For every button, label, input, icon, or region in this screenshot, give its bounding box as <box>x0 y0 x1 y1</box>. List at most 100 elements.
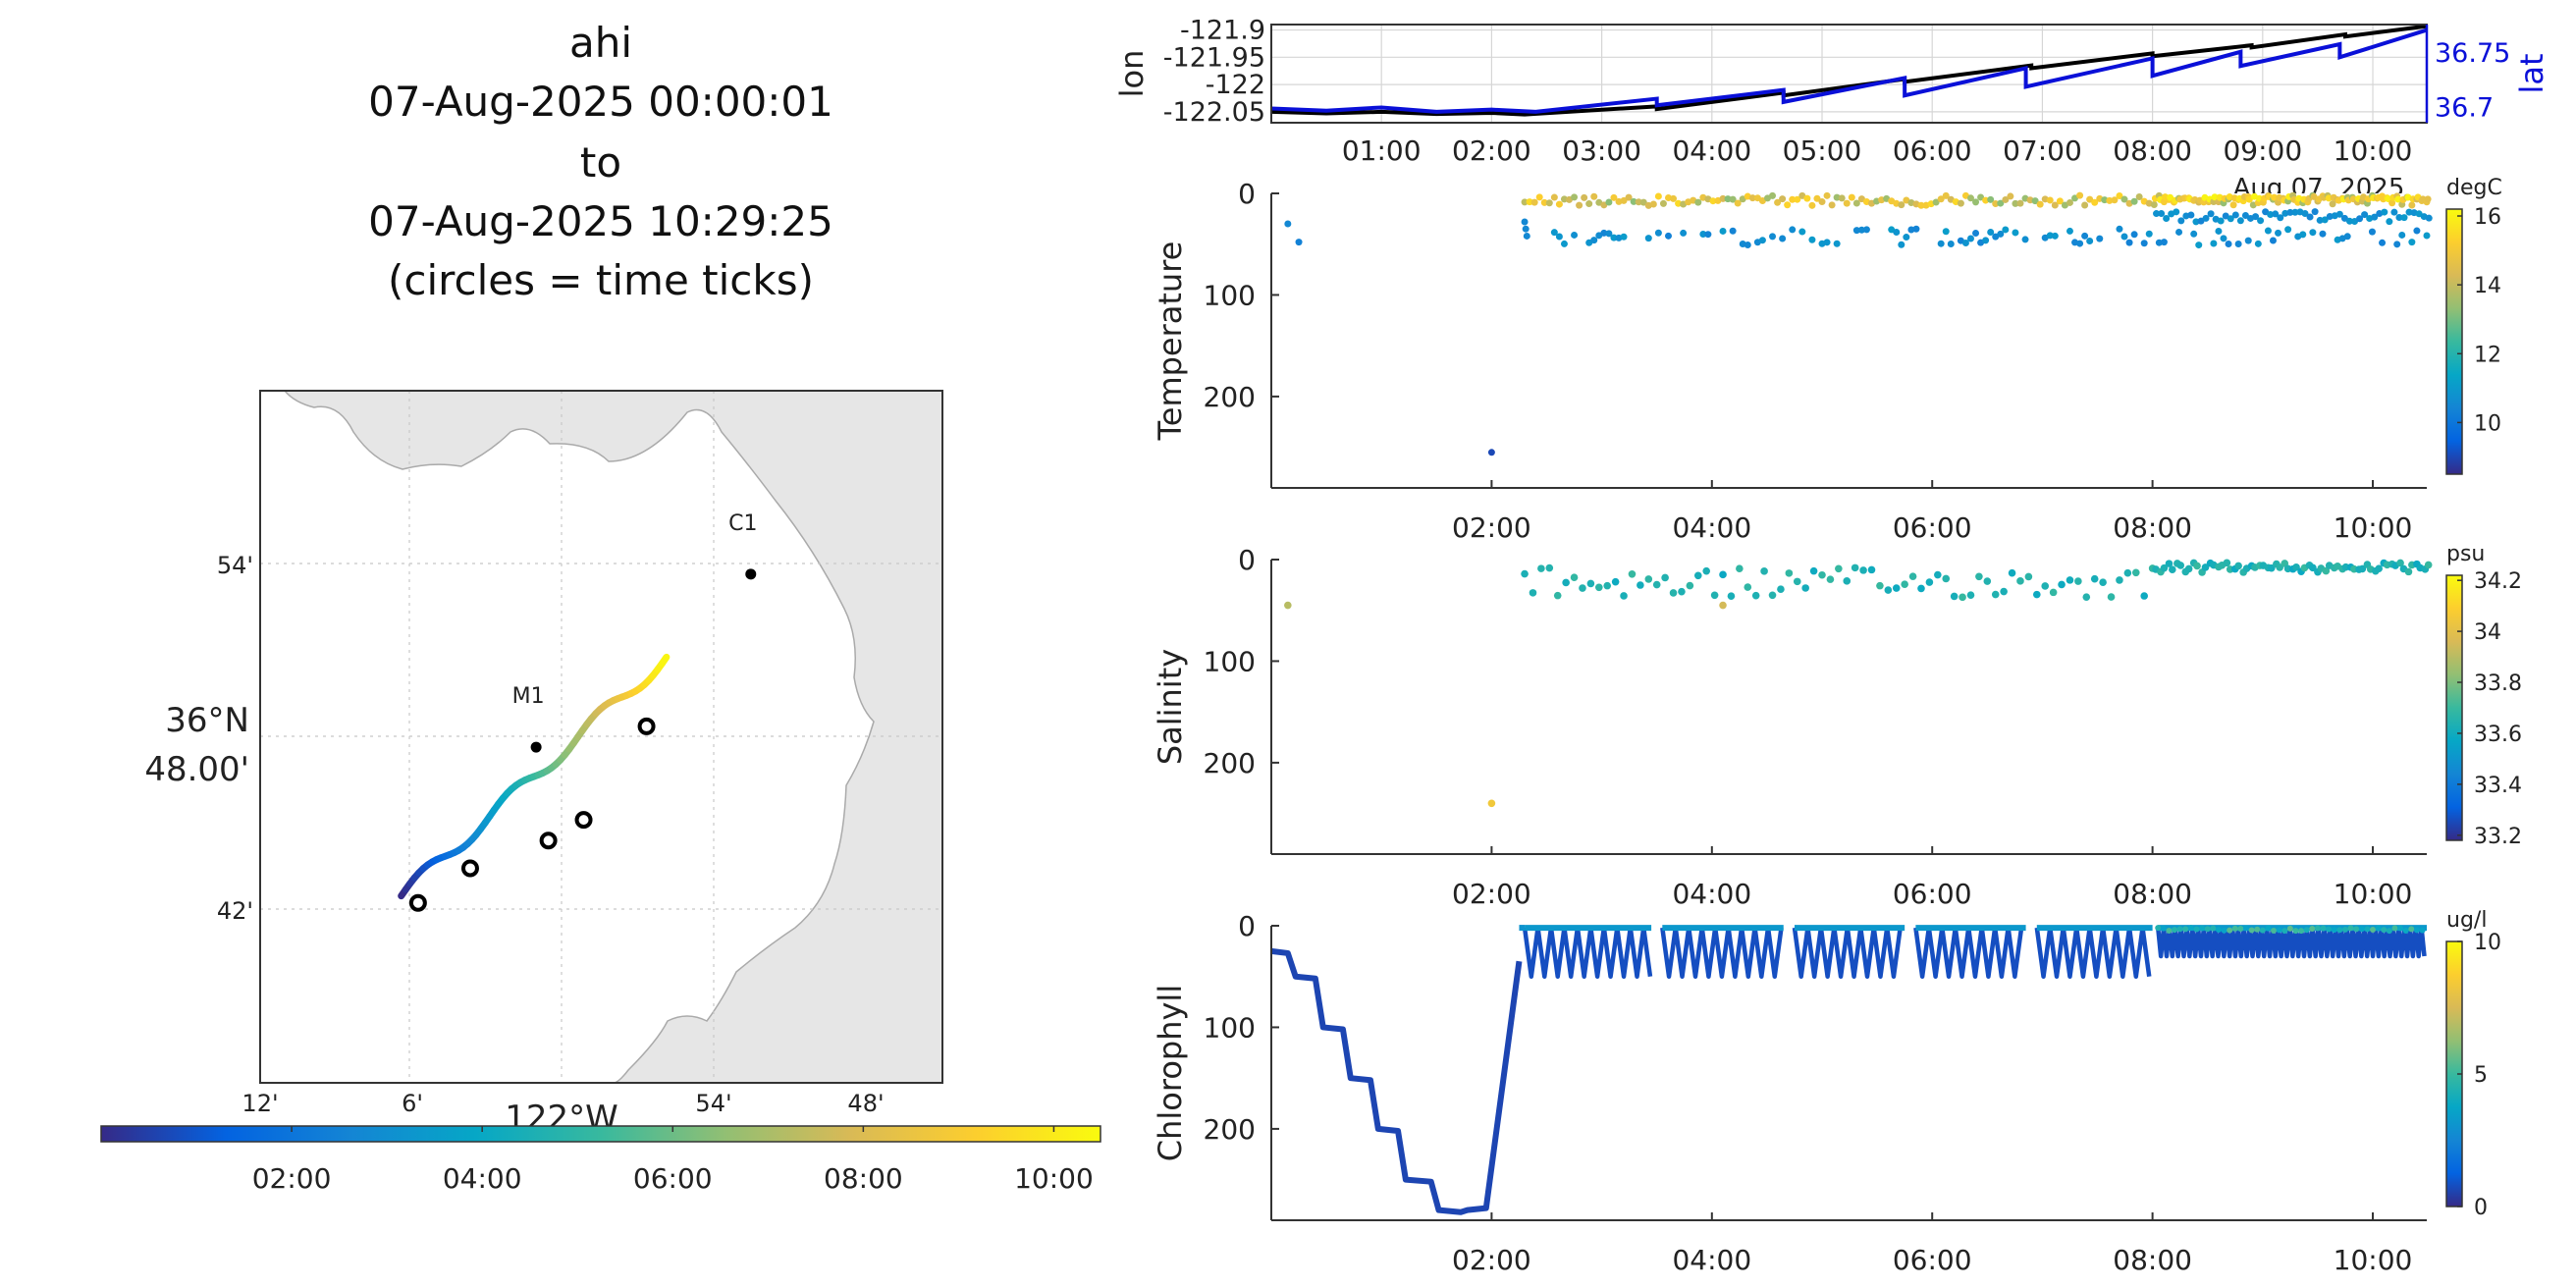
temperature-point <box>2408 201 2416 209</box>
chlorophyll-surface-point <box>2402 928 2409 935</box>
temperature-point <box>2106 196 2114 204</box>
chlorophyll-surface-point <box>2331 927 2337 934</box>
temperature-point <box>1620 196 1628 204</box>
salinity-point <box>1284 601 1292 610</box>
temperature-point <box>1843 199 1851 207</box>
station-c1-label: C1 <box>728 511 757 536</box>
temperature-point <box>2329 200 2336 208</box>
temperature-point <box>2319 230 2327 238</box>
temperature-point <box>2211 193 2219 201</box>
temperature-x-tick-label: 08:00 <box>2113 511 2192 544</box>
time-tick-circle-4 <box>574 811 593 830</box>
chlorophyll-surface-point <box>2172 927 2178 934</box>
temperature-point <box>1833 240 1841 247</box>
temperature-point <box>2086 195 2094 203</box>
salinity-point <box>2066 576 2074 584</box>
temperature-point <box>1987 229 1995 237</box>
temperature-point <box>1555 200 1563 208</box>
temperature-point <box>1937 195 1945 203</box>
temperature-point <box>1769 191 1777 199</box>
salinity-point <box>1736 564 1744 572</box>
chlorophyll-surface-point <box>2221 927 2227 934</box>
temperature-point <box>1521 198 1529 206</box>
chlorophyll-surface-point <box>2281 928 2288 935</box>
salinity-point <box>2024 572 2033 581</box>
salinity-y-tick-label: 200 <box>1204 747 1256 779</box>
temperature-point <box>1639 198 1647 206</box>
salinity-point <box>1529 589 1537 597</box>
chlorophyll-surface-point <box>2242 925 2249 932</box>
map-lat-tick-54: 54' <box>217 552 253 579</box>
chlorophyll-surface-point <box>2292 928 2299 935</box>
salinity-point <box>2169 565 2176 573</box>
temperature-point <box>1600 229 1608 237</box>
temperature-point <box>1972 198 1980 206</box>
temperature-point <box>2012 229 2019 237</box>
temperature-point <box>1748 194 1756 202</box>
salinity-point <box>2165 560 2174 567</box>
track-map: 54' 36°N 48.00' 42' 12' 6' 122°W 54' 48'… <box>144 390 943 1138</box>
salinity-point <box>1553 591 1562 600</box>
salinity-point <box>2281 560 2289 567</box>
chlorophyll-surface-point <box>2231 925 2238 932</box>
temperature-point <box>2175 228 2183 236</box>
temperature-point <box>1555 233 1563 241</box>
temperature-point <box>2096 235 2104 242</box>
salinity-point <box>2033 590 2041 599</box>
salinity-point <box>1851 564 1859 572</box>
salinity-colorbar-tick-label: 33.8 <box>2474 671 2522 696</box>
position-panel: -121.9-121.95-122-122.05 36.75 36.7 01:00 02… <box>1113 16 2550 203</box>
chlorophyll-yoyo-segment <box>1660 925 1784 979</box>
salinity-point <box>1785 569 1794 577</box>
salinity-point <box>2358 564 2367 573</box>
salinity-point <box>1702 566 1710 575</box>
temperature-point <box>2234 240 2242 247</box>
salinity-point <box>1925 578 1934 586</box>
salinity-point <box>1628 569 1637 578</box>
chlorophyll-surface-point <box>2408 926 2415 933</box>
temperature-point <box>1545 199 1553 207</box>
salinity-point <box>2074 577 2082 585</box>
salinity-point <box>2322 566 2331 575</box>
temperature-point <box>2173 208 2180 216</box>
salinity-point <box>1983 577 1992 585</box>
salinity-point <box>1637 581 1644 589</box>
chlorophyll-surface-point <box>2358 926 2365 933</box>
temperature-point <box>2225 241 2232 248</box>
salinity-point <box>1793 577 1801 586</box>
temperature-point <box>2012 199 2019 207</box>
temperature-point <box>1784 201 1792 209</box>
temperature-point <box>2269 237 2277 244</box>
temperature-point <box>1972 230 1980 238</box>
chlorophyll-x-tick-label: 04:00 <box>1672 1244 1751 1276</box>
temperature-point <box>1630 197 1637 205</box>
temperature-point <box>2381 208 2388 216</box>
temperature-point <box>2210 240 2218 247</box>
salinity-colorbar <box>2445 574 2463 841</box>
chlorophyll-surface-point <box>2160 925 2167 932</box>
temperature-point <box>2036 200 2044 208</box>
salinity-point <box>1835 564 1843 573</box>
temperature-point <box>2424 195 2432 203</box>
temperature-point <box>1729 227 1737 235</box>
position-x-tick-label: 01:00 <box>1342 134 1422 167</box>
temperature-point <box>2252 213 2260 221</box>
salinity-panel: 0 100 200 02:00 04:00 06:00 08:00 10:00 Salinity… <box>1152 542 2522 910</box>
chlorophyll-surface-point <box>2271 927 2278 934</box>
time-colorbar-label-1000: 10:00 <box>1014 1162 1094 1195</box>
temperature-point <box>1838 194 1846 202</box>
temperature-point <box>2309 229 2317 237</box>
salinity-point <box>2184 564 2193 573</box>
temperature-point <box>2120 233 2128 241</box>
salinity-point <box>1826 575 1835 583</box>
salinity-point <box>1859 566 1867 574</box>
salinity-point <box>1693 571 1702 580</box>
chlorophyll-surface-point <box>2353 926 2360 933</box>
chlorophyll-surface-point <box>2386 928 2392 935</box>
salinity-point <box>1652 580 1661 589</box>
map-lon-tick-48: 48' <box>847 1090 884 1117</box>
salinity-point <box>1678 587 1686 596</box>
temperature-point <box>2400 214 2408 222</box>
chlorophyll-yoyo-segment <box>2155 925 2427 959</box>
map-grid <box>260 391 942 1083</box>
